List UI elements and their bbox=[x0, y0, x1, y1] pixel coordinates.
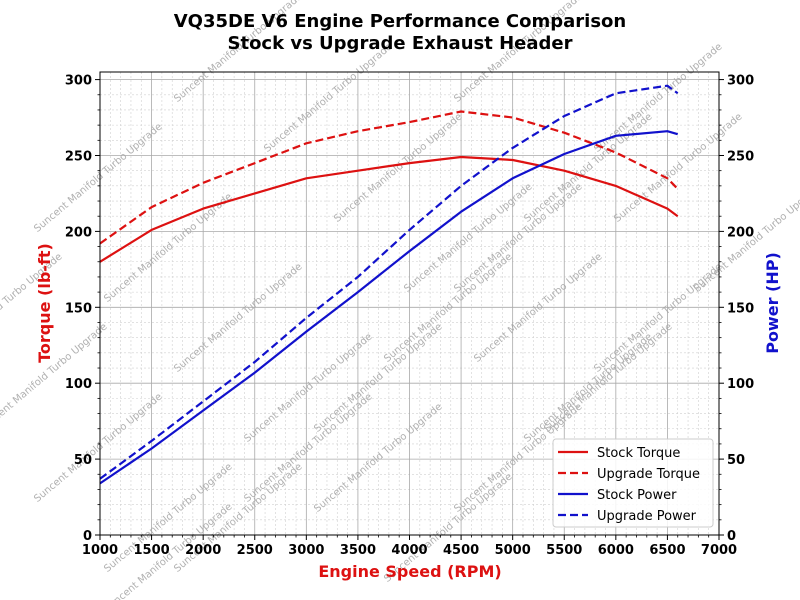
legend-label: Upgrade Power bbox=[597, 509, 697, 524]
x-tick-label: 4500 bbox=[443, 543, 479, 558]
y-left-tick-label: 50 bbox=[74, 453, 92, 468]
x-tick-label: 1000 bbox=[82, 543, 118, 558]
y-right-tick-label: 250 bbox=[727, 149, 754, 164]
x-tick-label: 4000 bbox=[391, 543, 427, 558]
x-tick-label: 2000 bbox=[185, 543, 221, 558]
y-axis-label-right: Power (HP) bbox=[763, 252, 782, 354]
y-left-tick-label: 0 bbox=[83, 529, 92, 544]
chart-title: VQ35DE V6 Engine Performance Comparison bbox=[174, 11, 626, 32]
legend: Stock Torque Upgrade Torque Stock Power Upg… bbox=[552, 438, 714, 528]
legend-box bbox=[552, 438, 714, 528]
x-tick-label: 5500 bbox=[546, 543, 582, 558]
x-tick-label: 3500 bbox=[340, 543, 376, 558]
legend-label: Upgrade Torque bbox=[597, 467, 700, 482]
legend-label: Stock Torque bbox=[597, 446, 680, 461]
series-line-stock-power bbox=[99, 130, 679, 485]
y-axis-label-left: Torque (lb-ft) bbox=[35, 243, 54, 363]
series-line-stock-torque bbox=[99, 155, 679, 263]
legend-label: Stock Power bbox=[597, 488, 677, 503]
y-right-tick-label: 200 bbox=[727, 225, 754, 240]
y-right-tick-label: 50 bbox=[727, 453, 745, 468]
x-tick-label: 1500 bbox=[133, 543, 169, 558]
series-line-upgrade-torque bbox=[99, 110, 679, 245]
y-left-tick-label: 150 bbox=[65, 301, 92, 316]
legend-items: Stock Torque Upgrade Torque Stock Power Upg… bbox=[558, 446, 700, 524]
chart-subtitle: Stock vs Upgrade Exhaust Header bbox=[228, 33, 573, 54]
series-layer bbox=[99, 84, 679, 485]
y-left-tick-label: 250 bbox=[65, 149, 92, 164]
y-right-tick-label: 100 bbox=[727, 377, 754, 392]
x-tick-label: 3000 bbox=[288, 543, 324, 558]
x-tick-label: 5000 bbox=[495, 543, 531, 558]
x-tick-label: 7000 bbox=[701, 543, 737, 558]
y-right-tick-label: 0 bbox=[727, 529, 736, 544]
series-line-upgrade-power bbox=[99, 84, 679, 480]
x-tick-label: 6000 bbox=[598, 543, 634, 558]
ticks-layer: 1000 1500 2000 2500 3000 3500 4000 4500 5000 5500… bbox=[65, 74, 754, 558]
x-tick-label: 6500 bbox=[649, 543, 685, 558]
y-right-tick-label: 300 bbox=[727, 74, 754, 89]
y-right-tick-label: 150 bbox=[727, 301, 754, 316]
y-left-tick-label: 200 bbox=[65, 225, 92, 240]
x-axis-label: Engine Speed (RPM) bbox=[318, 562, 501, 581]
y-left-tick-label: 100 bbox=[65, 377, 92, 392]
y-left-tick-label: 300 bbox=[65, 74, 92, 89]
x-tick-label: 2500 bbox=[237, 543, 273, 558]
